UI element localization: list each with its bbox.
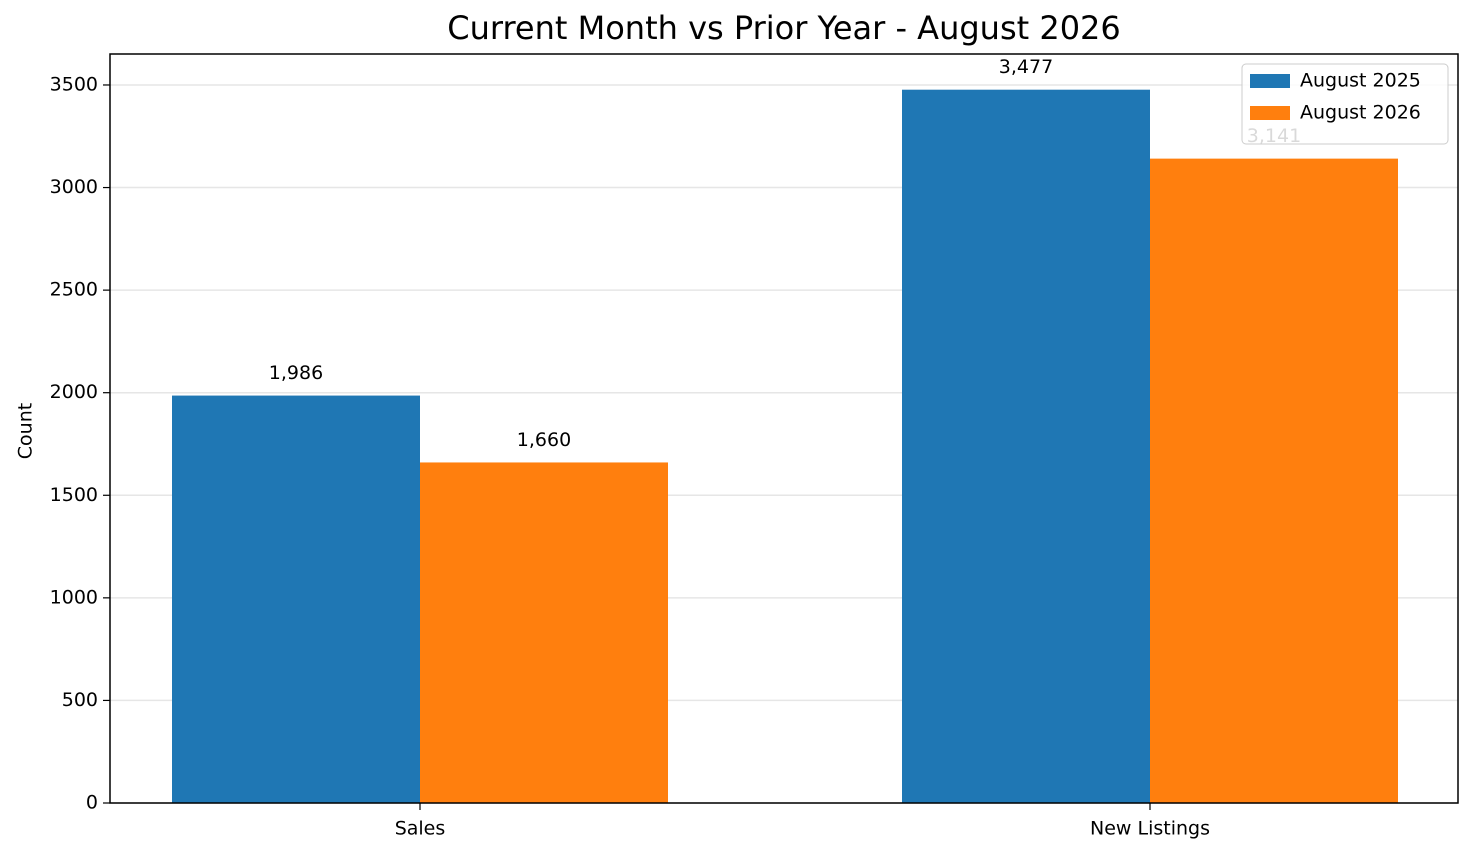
legend-label: August 2025 bbox=[1300, 70, 1421, 92]
y-tick-label: 1000 bbox=[50, 586, 98, 608]
value-label: 1,660 bbox=[517, 429, 571, 451]
bar bbox=[1150, 158, 1398, 804]
bar bbox=[420, 462, 668, 803]
x-tick-label: Sales bbox=[395, 818, 446, 840]
legend-swatch bbox=[1250, 74, 1290, 88]
y-tick-label: 1500 bbox=[50, 484, 98, 506]
legend: August 2025 August 2026 bbox=[1241, 63, 1449, 145]
value-label: 3,477 bbox=[999, 56, 1053, 78]
legend-swatch bbox=[1250, 106, 1290, 120]
value-label: 1,986 bbox=[269, 362, 323, 384]
y-tick-label: 2500 bbox=[50, 279, 98, 301]
chart-title: Current Month vs Prior Year - August 202… bbox=[447, 9, 1121, 47]
bar bbox=[902, 89, 1150, 803]
plot-frame bbox=[109, 53, 1459, 804]
legend-label: August 2026 bbox=[1300, 102, 1421, 124]
y-tick-label: 0 bbox=[86, 792, 98, 814]
y-tick-label: 500 bbox=[62, 689, 98, 711]
y-tick-label: 2000 bbox=[50, 381, 98, 403]
y-tick-label: 3500 bbox=[50, 73, 98, 95]
y-tick-label: 3000 bbox=[50, 176, 98, 198]
bar bbox=[172, 395, 420, 803]
legend-box bbox=[1241, 63, 1449, 145]
x-tick-label: New Listings bbox=[1090, 818, 1210, 840]
y-axis-label: Count bbox=[15, 403, 37, 459]
